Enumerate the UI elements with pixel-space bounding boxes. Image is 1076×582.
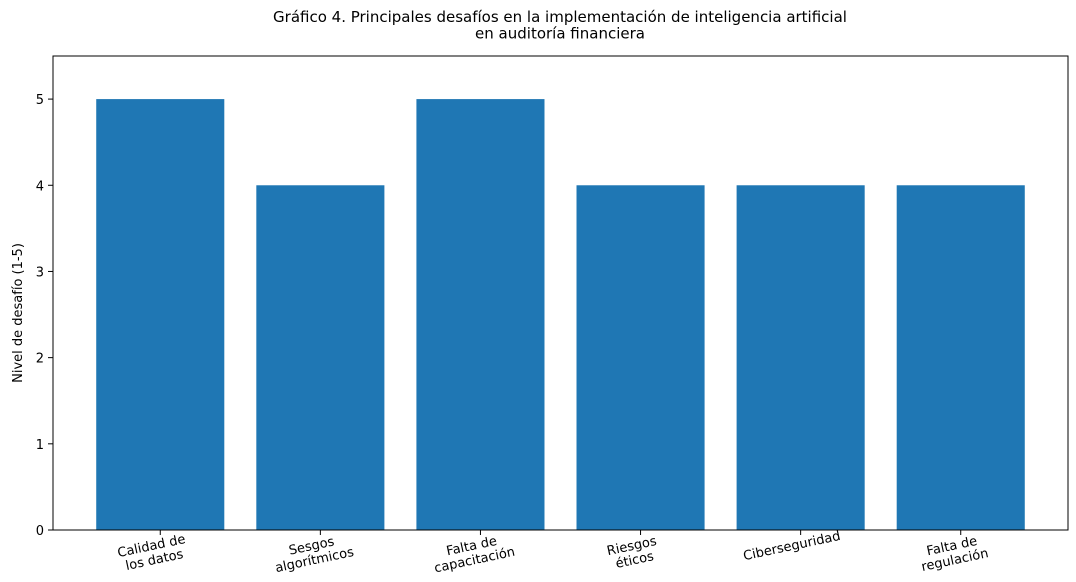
bar (416, 99, 545, 530)
bar (256, 185, 385, 531)
y-tick-label: 5 (36, 93, 44, 108)
y-tick-label: 3 (36, 265, 44, 280)
bar (96, 99, 225, 530)
x-tick-label: Falta deregulación (917, 532, 990, 575)
x-tick-label: Calidad delos datos (116, 532, 190, 575)
x-tick-label: Falta decapacitación (430, 531, 516, 577)
y-tick-label: 2 (36, 352, 44, 367)
chart-title: Gráfico 4. Principales desafíos en la im… (273, 8, 847, 43)
y-axis-label: Nivel de desafío (1-5) (11, 243, 26, 383)
y-tick-label: 4 (36, 179, 44, 194)
bar (576, 185, 705, 531)
plot-frame (52, 55, 1069, 531)
x-tick-label: Riesgoséticos (606, 534, 662, 573)
bar (736, 185, 865, 531)
x-tick-label: Ciberseguridad (742, 529, 842, 564)
y-tick-label: 0 (36, 524, 44, 539)
y-tick-label: 1 (36, 438, 44, 453)
bar (896, 185, 1025, 531)
x-tick-label: Sesgosalgorítmicos (271, 531, 356, 576)
